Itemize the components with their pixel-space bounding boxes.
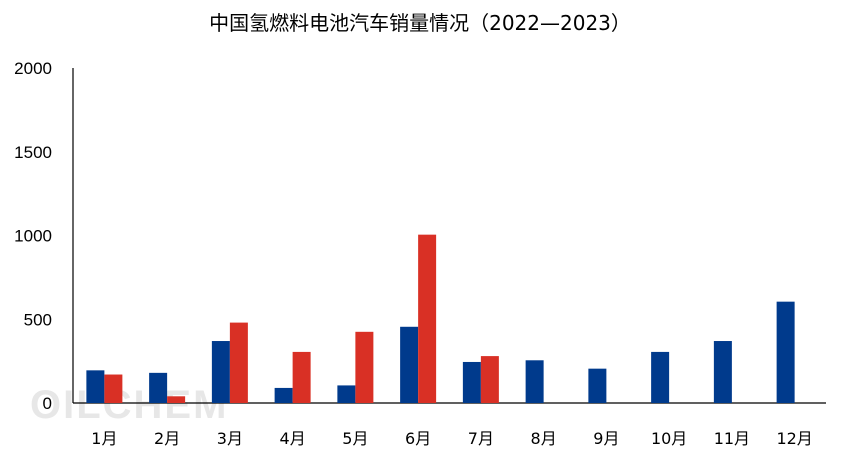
bar-series-1-7 (462, 361, 481, 403)
x-tick-label: 9月 (593, 429, 619, 448)
x-tick-label: 2月 (154, 429, 180, 448)
y-tick-label: 2000 (14, 59, 52, 78)
bar-series-1-11 (713, 341, 732, 403)
x-tick-label: 5月 (342, 429, 368, 448)
x-tick-label: 11月 (714, 429, 750, 448)
bar-series-2-2 (167, 396, 186, 403)
bar-series-1-2 (149, 372, 168, 403)
bar-series-2-5 (355, 331, 374, 403)
y-tick-label: 1000 (14, 227, 52, 246)
bar-series-1-10 (651, 351, 670, 403)
x-tick-label: 12月 (776, 429, 812, 448)
chart-title: 中国氢燃料电池汽车销量情况（2022—2023） (209, 11, 631, 35)
bar-series-1-9 (588, 368, 607, 403)
bar-series-1-5 (337, 385, 356, 403)
x-tick-label: 3月 (217, 429, 243, 448)
x-tick-label: 10月 (651, 429, 687, 448)
bar-series-1-4 (274, 387, 293, 403)
y-tick-label: 0 (43, 394, 52, 413)
x-tick-label: 4月 (280, 429, 306, 448)
bar-series-1-3 (211, 341, 230, 403)
category-labels: 1月 2月 3月 4月 5月 6月 7月 8月 9月 10月 11月 12月 (91, 429, 813, 448)
x-tick-label: 7月 (468, 429, 494, 448)
y-tick-label: 500 (24, 310, 52, 329)
x-tick-label: 6月 (405, 429, 431, 448)
bar-series-1-8 (525, 360, 544, 403)
bar-series-2-6 (418, 234, 437, 403)
bar-series-2-1 (104, 374, 123, 403)
bar-series-1-1 (86, 370, 105, 403)
y-tick-labels: 0 500 1000 1500 2000 (14, 59, 52, 413)
watermark: OILCHEM (30, 383, 228, 427)
y-tick-label: 1500 (14, 143, 52, 162)
bar-series-2-4 (292, 351, 311, 403)
x-tick-label: 8月 (531, 429, 557, 448)
bars (86, 234, 795, 403)
x-tick-label: 1月 (91, 429, 117, 448)
bar-series-1-6 (400, 326, 419, 403)
bar-series-2-7 (480, 356, 499, 403)
bar-series-1-12 (776, 301, 795, 403)
bar-series-2-3 (229, 322, 248, 403)
